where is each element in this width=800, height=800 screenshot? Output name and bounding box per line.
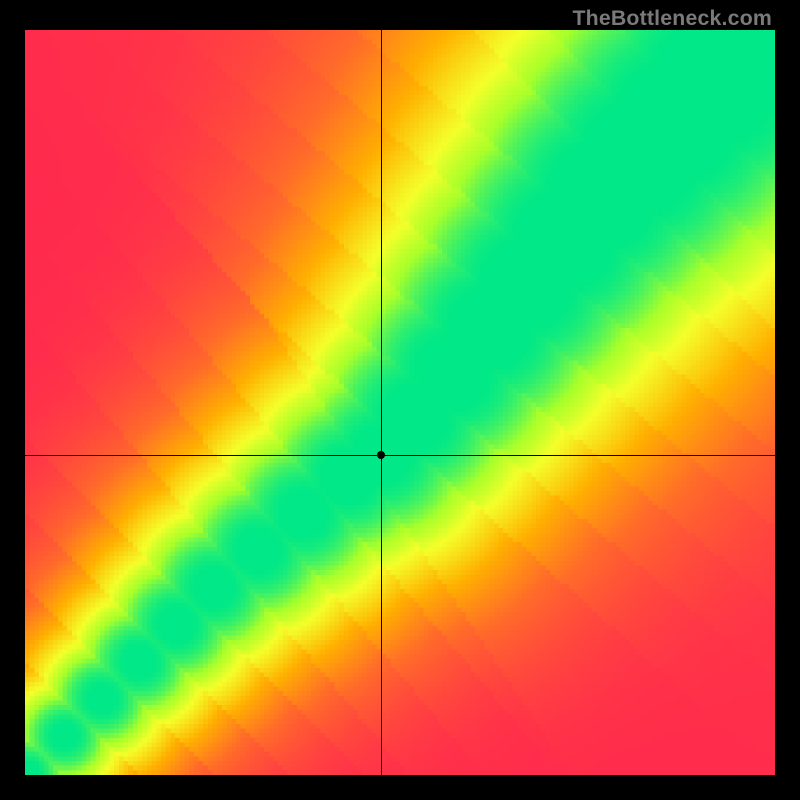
intersection-marker xyxy=(377,451,385,459)
watermark-text: TheBottleneck.com xyxy=(572,6,772,31)
bottleneck-heatmap xyxy=(25,30,775,775)
crosshair-horizontal xyxy=(25,455,775,456)
crosshair-vertical xyxy=(381,30,382,775)
heatmap-canvas xyxy=(25,30,775,775)
